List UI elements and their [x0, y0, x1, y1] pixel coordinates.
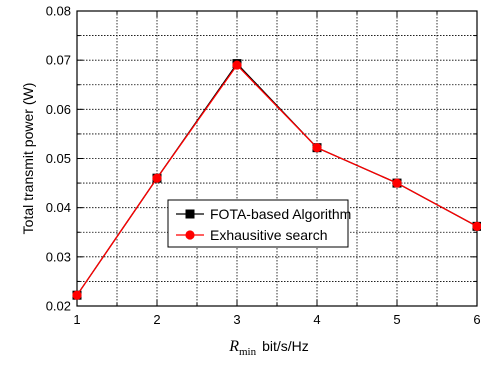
y-tick-label: 0.07 [46, 53, 71, 68]
y-tick-label: 0.08 [46, 4, 71, 19]
legend-entry-label: FOTA-based Algorithm [210, 206, 351, 222]
x-tick-label: 1 [73, 312, 80, 327]
x-axis-label: Rmin bit/s/Hz [228, 338, 309, 358]
data-point-circle [392, 178, 401, 187]
x-tick-label: 2 [153, 312, 160, 327]
y-tick-label: 0.02 [46, 299, 71, 314]
y-tick-label: 0.06 [46, 102, 71, 117]
x-tick-label: 6 [473, 312, 480, 327]
legend-entry-label: Exhausitive search [210, 227, 328, 243]
x-axis-symbol: R [228, 338, 239, 355]
y-tick-label: 0.05 [46, 151, 71, 166]
grid-lines [77, 11, 477, 306]
y-axis-label: Total transmit power (W) [20, 83, 36, 235]
data-point-circle [72, 291, 81, 300]
x-axis-unit: bit/s/Hz [262, 338, 309, 354]
legend-marker-circle [185, 230, 194, 239]
data-point-circle [312, 143, 321, 152]
data-point-circle [232, 60, 241, 69]
data-point-circle [152, 174, 161, 183]
x-tick-label: 4 [313, 312, 320, 327]
x-tick-label: 3 [233, 312, 240, 327]
legend-marker-square [186, 210, 195, 219]
x-tick-label: 5 [393, 312, 400, 327]
y-tick-label: 0.04 [46, 200, 71, 215]
legend: FOTA-based Algorithm Exhausitive search [168, 200, 351, 247]
x-axis-subscript: min [239, 346, 257, 358]
y-tick-label: 0.03 [46, 249, 71, 264]
axis-ticks: 1 2 3 4 5 6 0.02 0.03 0.04 0.05 0.06 0.07 0.08 [46, 4, 481, 328]
